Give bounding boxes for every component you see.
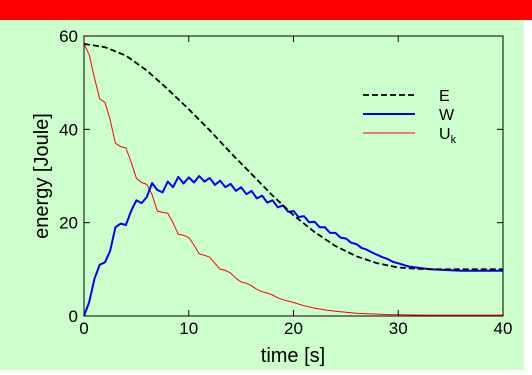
legend-label-e: E <box>439 88 450 105</box>
legend-label-main: W <box>439 107 455 124</box>
x-axis-title: time [s] <box>261 345 325 367</box>
x-tick-label: 10 <box>179 319 198 338</box>
energy-chart: 0 10 20 30 40 0 20 40 60 time [s] energy [Joule]… <box>0 20 524 370</box>
y-tick-label: 0 <box>69 307 78 326</box>
y-axis-title: energy [Joule] <box>31 113 53 239</box>
x-tick-label: 0 <box>79 319 88 338</box>
legend-label-w: W <box>439 107 455 124</box>
y-tick-label: 20 <box>59 214 78 233</box>
header-bar <box>0 0 532 20</box>
x-tick-label: 40 <box>494 319 513 338</box>
x-tick-label: 20 <box>284 319 303 338</box>
legend-label-main: E <box>439 88 450 105</box>
y-tick-label: 40 <box>59 120 78 139</box>
plot-area <box>84 36 503 316</box>
x-tick-label: 30 <box>389 319 408 338</box>
y-tick-label: 60 <box>59 27 78 46</box>
legend-label-subscript: k <box>451 134 457 146</box>
chart-panel: 0 10 20 30 40 0 20 40 60 time [s] energy [Joule]… <box>0 20 524 370</box>
legend-label-main: U <box>439 126 451 143</box>
